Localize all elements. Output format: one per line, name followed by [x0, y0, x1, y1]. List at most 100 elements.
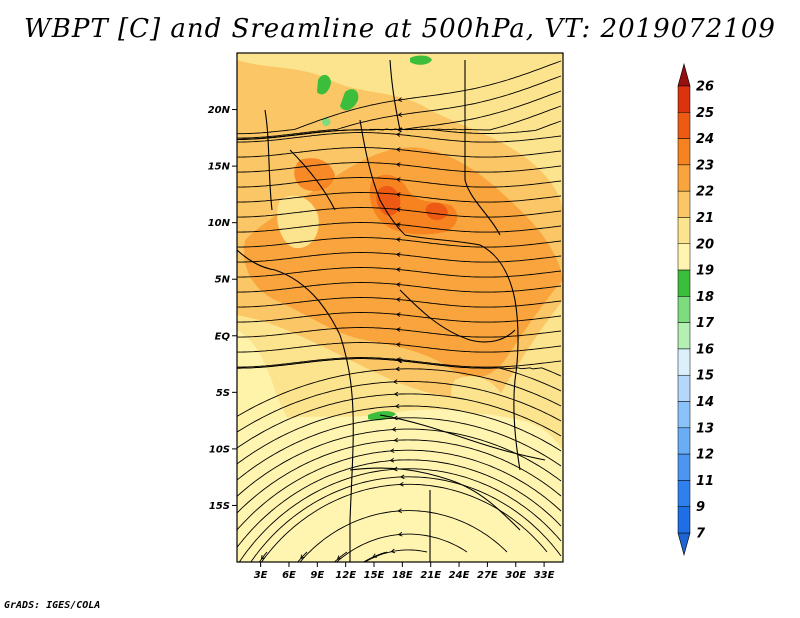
- colorbar-segment: [677, 164, 691, 192]
- colorbar-segment: [677, 190, 691, 218]
- colorbar-top-arrow: [677, 62, 691, 87]
- streamline: [237, 132, 562, 143]
- colorbar-label: 11: [696, 474, 714, 489]
- credit-label: GrADS: IGES/COLA: [4, 600, 101, 611]
- streamline: [237, 358, 562, 392]
- shade-green-c: [410, 55, 432, 65]
- lat-tick-label: 15S: [209, 501, 230, 512]
- colorbar-label: 7: [696, 527, 706, 542]
- lon-tick-label: 21E: [420, 570, 441, 581]
- shade-lobe-20a: [277, 195, 319, 249]
- colorbar-label: 23: [696, 158, 714, 173]
- shade-lobe-20b: [450, 376, 505, 415]
- colorbar-label: 25: [696, 106, 714, 121]
- streamline-arrow: [260, 555, 266, 560]
- shade-green-e: [322, 117, 331, 127]
- streamline-arrow: [397, 508, 402, 514]
- map-panel: 20N 15N 10N 5N EQ 5S 10S 15S 3E 6E 9E 12E 15E 18E 21E…: [208, 52, 564, 581]
- temperature-shading: [237, 55, 563, 562]
- shade-core-22: [244, 147, 563, 378]
- colorbar-segment: [677, 506, 691, 534]
- shade-south-19: [237, 409, 563, 562]
- streamline-arrow: [392, 466, 398, 472]
- streamline-arrow: [398, 482, 404, 487]
- streamline: [299, 510, 508, 562]
- map-frame: [236, 52, 564, 563]
- streamline-arrow: [397, 127, 403, 133]
- streamline-arrow: [395, 312, 401, 317]
- streamline-arrow: [395, 162, 401, 167]
- streamline-arrow: [397, 531, 403, 537]
- colorbar-segment: [677, 243, 691, 271]
- streamline: [237, 177, 562, 188]
- streamline-arrow: [395, 177, 401, 182]
- colorbar-label: 14: [696, 395, 714, 410]
- colorbar-segment: [677, 138, 691, 166]
- longitude-axis: 3E 6E 9E 12E 15E 18E 21E 24E 27E 30E 33E: [254, 562, 555, 581]
- streamline-arrow: [391, 427, 397, 432]
- streamline-arrow: [389, 448, 395, 453]
- lat-tick-label: 5S: [216, 388, 230, 399]
- colorbar-label: 18: [696, 290, 714, 305]
- colorbar-label: 13: [696, 421, 714, 436]
- colorbar-segment: [677, 401, 691, 429]
- colorbar-segment: [677, 348, 691, 376]
- streamline: [237, 207, 562, 218]
- streamline-arrow: [389, 458, 395, 463]
- streamline: [237, 449, 562, 531]
- streamline: [237, 147, 562, 158]
- shade-east-20: [440, 60, 563, 140]
- colorbar-segment: [677, 374, 691, 402]
- colorbar: 7 9 11 12 13 14 15 16 17 18 19 20 21 22 23 24 25 26: [677, 62, 715, 557]
- streamline: [237, 237, 562, 248]
- colorbar-segment: [677, 322, 691, 350]
- lat-tick-label: EQ: [215, 331, 231, 342]
- colorbar-bottom-arrow: [677, 532, 691, 557]
- streamline: [237, 428, 562, 497]
- streamline-arrow: [394, 403, 400, 409]
- shade-core-24b: [425, 202, 448, 220]
- streamline-arrow: [395, 207, 401, 212]
- map-title: WBPT [C] and Sreamline at 500hPa, VT: 20…: [24, 14, 776, 44]
- colorbar-label: 21: [696, 211, 714, 226]
- lon-tick-label: 15E: [364, 570, 385, 581]
- colorbar-label: 9: [696, 500, 705, 515]
- streamline: [237, 357, 562, 368]
- streamline-arrow: [372, 553, 377, 558]
- colorbar-label: 15: [696, 369, 714, 384]
- streamline-arrow: [392, 379, 398, 385]
- shade-green-b: [340, 89, 359, 111]
- streamline: [237, 393, 562, 449]
- colorbar-segment: [677, 217, 691, 245]
- colorbar-label: 12: [696, 448, 714, 463]
- streamline-arrow: [395, 342, 401, 347]
- streamline: [237, 162, 562, 173]
- lon-tick-label: 18E: [392, 570, 413, 581]
- streamline-arrow: [395, 222, 401, 227]
- streamline-arrow: [395, 237, 401, 242]
- streamline: [237, 297, 562, 308]
- streamline: [237, 192, 562, 203]
- streamline: [237, 312, 562, 323]
- streamline-arrow: [395, 147, 401, 152]
- streamline: [237, 75, 562, 139]
- lat-tick-label: 5N: [215, 275, 231, 286]
- colorbar-segment: [677, 427, 691, 455]
- lon-tick-label: 24E: [449, 570, 470, 581]
- colorbar-label: 24: [696, 132, 714, 147]
- lon-tick-label: 27E: [477, 570, 498, 581]
- streamline-arrow: [395, 132, 401, 137]
- streamline: [333, 551, 348, 562]
- streamline-arrow: [395, 267, 401, 272]
- lat-tick-label: 20N: [208, 105, 231, 116]
- country-borders: [237, 59, 546, 562]
- streamline: [250, 476, 562, 562]
- colorbar-label: 17: [696, 316, 715, 331]
- lon-tick-label: 9E: [310, 570, 324, 581]
- colorbar-segment: [677, 269, 691, 297]
- lon-tick-label: 30E: [505, 570, 526, 581]
- streamline: [237, 459, 562, 549]
- lat-tick-label: 15N: [208, 162, 231, 173]
- colorbar-label: 20: [696, 237, 714, 252]
- colorbar-segment: [677, 296, 691, 323]
